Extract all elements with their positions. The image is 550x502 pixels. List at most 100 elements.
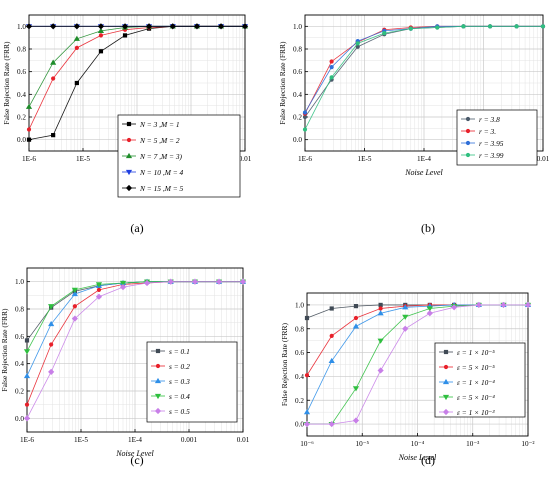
data-point [97,23,105,30]
data-point [303,409,311,415]
panel-label: (c) [130,453,143,467]
series-4 [302,24,546,132]
data-point [49,342,54,347]
y-tick-label: 0.2 [17,114,26,122]
data-point [377,367,384,374]
data-point [524,301,532,309]
series-line [307,304,528,425]
data-point [215,278,223,285]
data-point [96,287,102,292]
data-point [25,103,33,109]
series-5 [25,23,249,30]
legend-label: N = 10 ,M = 4 [139,168,184,177]
y-tick-label: 0.0 [293,136,302,144]
data-point [540,24,546,29]
data-point [402,314,409,320]
data-point [353,304,359,309]
y-axis-label: False Rejection Rate (FRR) [280,322,289,406]
y-tick-label: 0.6 [15,333,24,341]
legend-marker [442,394,450,401]
data-point [122,33,128,38]
legend-marker [465,152,471,158]
x-tick-label: 10⁻³ [466,440,480,448]
data-point [355,41,360,46]
data-point [24,338,30,343]
data-point [73,35,80,41]
x-tick-label: 10⁻⁶ [300,440,314,448]
data-point [121,23,129,30]
legend-label: s = 0.2 [169,362,190,371]
data-point [329,65,334,70]
legend-label: N = 5 ,M = 2 [139,136,180,145]
data-point [302,127,308,132]
legend-label: r = 3. [479,127,496,136]
y-tick-label: 0.2 [293,114,302,122]
y-axis-label: False Rejection Rate (FRR) [278,41,287,125]
data-point [329,333,334,338]
legend-marker [442,408,450,416]
data-point [382,31,387,36]
y-axis-label: False Rejection Rate (FRR) [0,308,9,392]
y-tick-label: 0.6 [17,68,26,76]
data-point [25,23,33,30]
data-point [98,49,104,54]
x-tick-label: 0.001 [181,436,198,444]
legend-box [434,342,526,418]
y-tick-label: 0.4 [17,91,26,99]
data-point [304,373,310,378]
data-point [355,44,360,49]
data-point [461,24,466,29]
legend-marker [125,169,133,176]
data-point [329,75,334,80]
chart-panel: 1E-61E-51E-40.0010.010.00.20.40.60.81.0N… [278,14,550,235]
data-point [426,306,433,312]
data-point [26,127,32,132]
legend-marker [443,349,449,355]
data-point [50,59,57,65]
data-point [143,279,151,287]
legend-marker [155,348,161,354]
legend-label: s = 0.3 [169,377,190,386]
data-point [408,26,413,31]
y-tick-label: 0.8 [15,306,24,314]
x-axis-label: Noise Level [115,449,154,458]
y-tick-label: 0.0 [17,136,26,144]
data-point [378,302,383,308]
legend-marker [465,128,471,134]
legend-label: ε = 1 × 10⁻⁵ [457,348,495,357]
data-point [328,357,335,364]
legend-box [146,341,238,423]
data-point [71,287,78,293]
data-point [74,45,79,50]
data-point [329,306,334,311]
x-tick-label: 10⁻⁴ [411,440,425,448]
data-point [51,76,56,81]
data-point [97,27,105,33]
data-point [71,290,78,297]
data-point [304,315,310,321]
legend-label: N = 3 ,M = 1 [139,120,180,129]
data-point [71,315,78,322]
series-5 [23,278,247,422]
legend-marker [125,184,133,192]
legend-label: ε = 5 × 10⁻⁴ [457,393,495,402]
legend-marker [443,364,449,370]
x-tick-label: 1E-6 [298,155,312,163]
y-tick-label: 1.0 [15,278,24,286]
panel-label: (d) [421,453,435,467]
data-point [303,420,311,428]
y-tick-label: 0.4 [15,360,24,368]
legend-label: r = 3.99 [479,151,504,160]
data-point [402,304,409,310]
data-point [95,293,103,300]
data-point [51,133,56,138]
data-point [239,278,247,285]
panel-label: (b) [421,221,435,235]
x-tick-label: 10⁻⁵ [356,440,370,448]
data-point [193,23,201,30]
data-point [23,372,31,379]
legend-label: s = 0.4 [169,392,190,401]
data-point [119,280,127,287]
x-tick-label: 10⁻² [521,440,534,448]
